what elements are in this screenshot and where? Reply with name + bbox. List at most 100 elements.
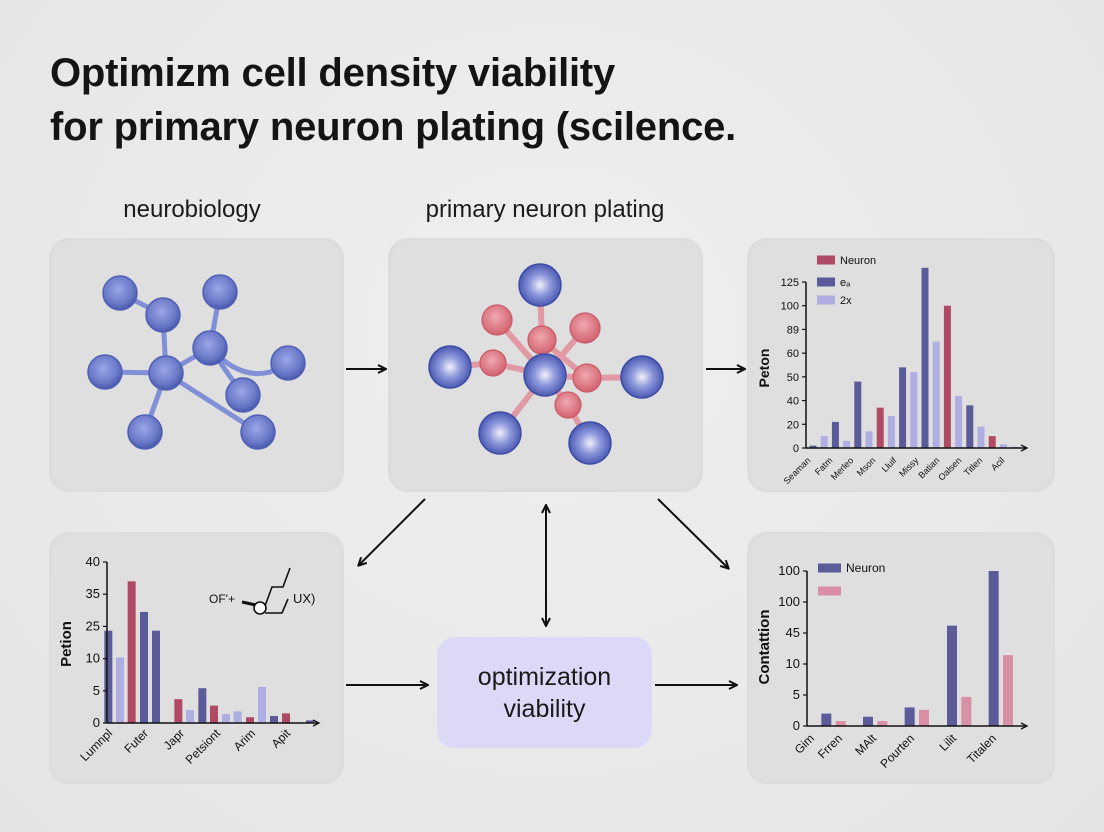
y-tick-label: 20 xyxy=(787,419,799,431)
legend-swatch xyxy=(817,277,835,287)
y-tick-label: 5 xyxy=(793,687,800,702)
y-tick-label: 100 xyxy=(778,563,800,578)
blue-node xyxy=(518,263,562,307)
bar xyxy=(152,630,160,723)
structure-label-left: OF'+ xyxy=(209,592,235,606)
y-tick-label: 89 xyxy=(787,324,799,336)
x-tick-label: Seaman xyxy=(782,455,813,486)
neuron-nodes xyxy=(87,274,306,450)
y-tick-label: 5 xyxy=(93,683,100,698)
bar xyxy=(820,436,828,448)
blue-center-node xyxy=(523,353,567,397)
title-line-2: for primary neuron plating (scilence. xyxy=(50,105,737,149)
x-tick-label: MAlt xyxy=(852,731,879,758)
blue-node xyxy=(568,421,612,465)
neuron-node xyxy=(270,345,306,381)
bar-chart-bottom-left: OF'+ UX) 0 5 10 25 35 40 Petion Lumnpl Futer Japr… xyxy=(58,554,321,767)
blue-node xyxy=(620,355,664,399)
bar xyxy=(127,581,136,723)
bar xyxy=(306,720,314,723)
section-label-neurobiology: neurobiology xyxy=(123,196,261,223)
y-tick-label: 125 xyxy=(781,277,799,289)
structure-label-right: UX) xyxy=(293,591,315,606)
blue-node xyxy=(478,411,522,455)
x-tick-label: Futer xyxy=(121,726,151,756)
bar xyxy=(966,405,974,448)
y-tick-label: 45 xyxy=(786,625,800,640)
red-node xyxy=(527,325,557,355)
section-label-plating: primary neuron plating xyxy=(425,196,665,223)
bar xyxy=(932,341,940,448)
bar xyxy=(258,686,266,723)
y-tick-label: 40 xyxy=(86,554,100,569)
bar xyxy=(270,715,278,723)
bonds xyxy=(102,289,291,435)
arrow-down-left-icon xyxy=(359,498,426,565)
y-tick-label: 10 xyxy=(86,651,100,666)
y-tick-label: 0 xyxy=(793,443,799,455)
red-nodes xyxy=(479,304,602,419)
bar xyxy=(899,367,907,448)
y-tick-label: 25 xyxy=(86,618,100,633)
neuron-node xyxy=(87,354,123,390)
x-tick-label: Mson xyxy=(855,455,878,478)
neuron-node xyxy=(102,275,138,311)
y-tick-label: 50 xyxy=(787,372,799,384)
bar xyxy=(977,426,985,448)
chain-bond xyxy=(264,567,291,607)
neuron-node xyxy=(127,414,163,450)
x-tick-label: Pourten xyxy=(878,731,918,771)
bar xyxy=(999,444,1007,448)
bar xyxy=(198,688,207,723)
chart-panel-bottom-left: OF'+ UX) 0 5 10 25 35 40 Petion Lumnpl Futer Japr… xyxy=(49,532,344,784)
y-tick-label: 40 xyxy=(787,396,799,408)
plating-molecule-illustration xyxy=(428,263,664,465)
y-tick-label: 35 xyxy=(86,586,100,601)
blue-nodes xyxy=(428,263,664,465)
bar xyxy=(186,710,194,723)
legend-swatch xyxy=(818,563,841,573)
bar xyxy=(116,657,124,723)
blue-node xyxy=(428,345,472,389)
legend-label: 2x xyxy=(840,295,852,307)
bar xyxy=(854,381,862,448)
x-tick-label: Merleo xyxy=(829,455,856,482)
bar xyxy=(955,395,963,448)
x-axis-arrow-icon xyxy=(312,719,321,727)
x-tick-label: Oalsen xyxy=(936,455,963,482)
neuron-node xyxy=(192,330,228,366)
y-tick-label: 60 xyxy=(787,348,799,360)
bar xyxy=(233,711,242,723)
x-tick-label: Acil xyxy=(989,455,1006,472)
y-tick-label: 0 xyxy=(93,715,100,730)
neuron-node xyxy=(240,414,276,450)
x-tick-label: Titlen xyxy=(962,455,984,477)
y-tick-label: 100 xyxy=(778,594,800,609)
y-tick-label: 10 xyxy=(786,656,800,671)
red-node xyxy=(481,304,513,336)
y-tick-label: 0 xyxy=(793,718,800,733)
bar xyxy=(910,372,918,448)
bar xyxy=(140,611,148,723)
bar xyxy=(843,440,851,448)
neuron-node xyxy=(225,377,261,413)
bar xyxy=(174,699,183,723)
legend-label: Neuron xyxy=(840,255,876,267)
bar xyxy=(919,709,929,726)
bar xyxy=(809,445,817,448)
legend-swatch xyxy=(818,586,841,596)
red-node xyxy=(569,312,601,344)
bar xyxy=(821,713,832,726)
bar xyxy=(988,571,999,726)
x-tick-label: Frren xyxy=(815,731,845,761)
bar xyxy=(877,721,888,726)
bar xyxy=(887,415,895,448)
center-box-line-2: viability xyxy=(503,694,586,723)
red-node xyxy=(572,363,602,393)
bar xyxy=(835,721,846,726)
chart-panel-top-right: 0 20 40 50 60 89 100 125 Peton Seaman Fatm Merleo Ms… xyxy=(747,238,1055,492)
bar xyxy=(961,696,972,726)
neuron-network-illustration xyxy=(87,274,306,450)
